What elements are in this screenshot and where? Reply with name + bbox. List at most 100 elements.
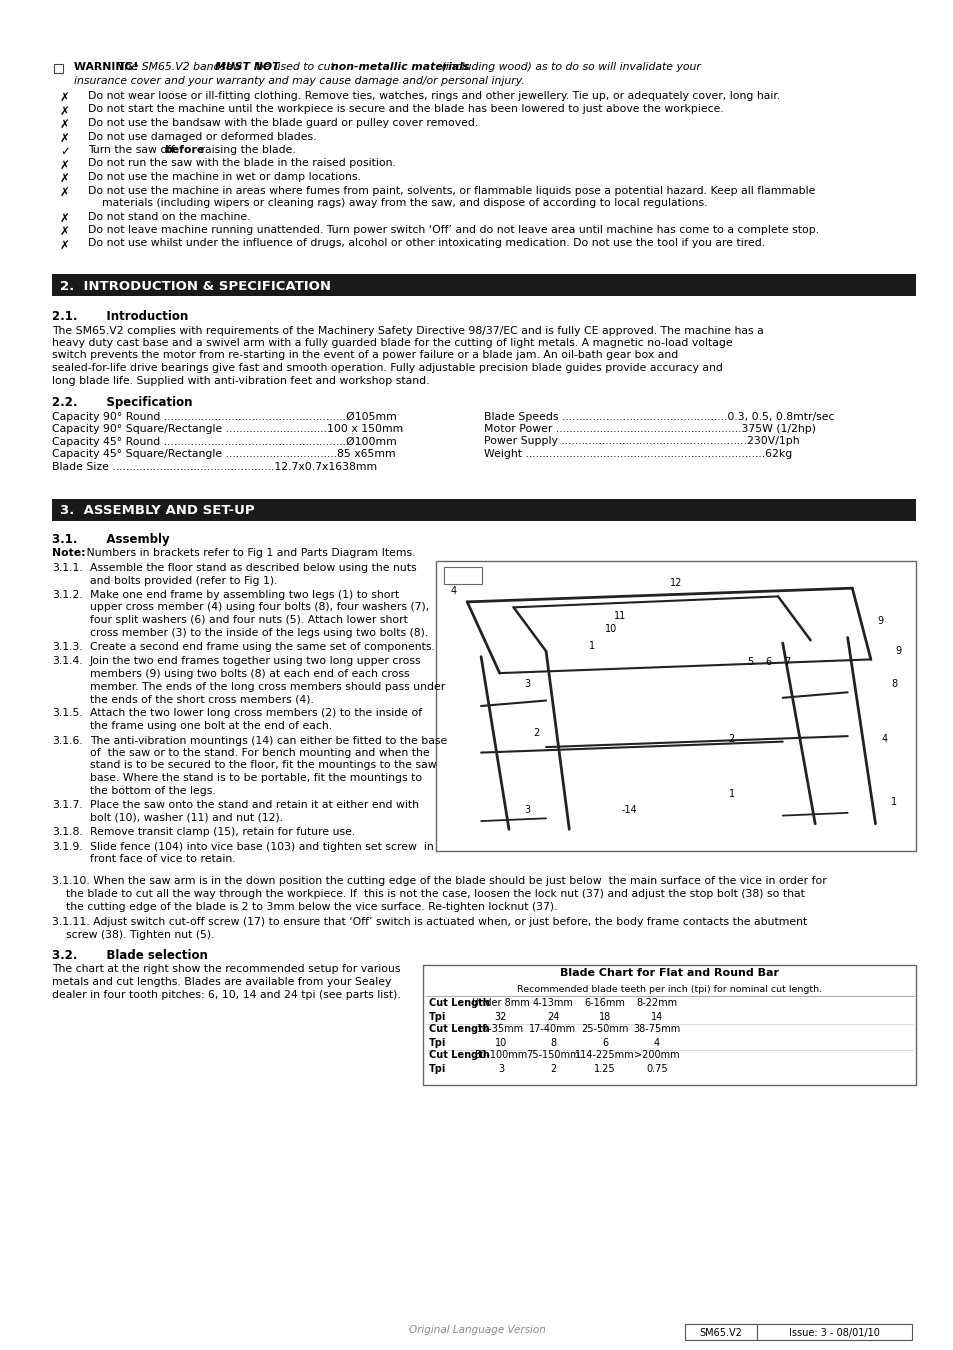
- Text: 1.25: 1.25: [594, 1064, 616, 1073]
- Text: MUST NOT: MUST NOT: [214, 62, 279, 72]
- Text: 3.1.8.: 3.1.8.: [52, 828, 83, 837]
- FancyBboxPatch shape: [436, 562, 915, 850]
- Text: 3.1.9.: 3.1.9.: [52, 841, 83, 852]
- Text: Attach the two lower long cross members (2) to the inside of: Attach the two lower long cross members …: [90, 709, 421, 718]
- Text: ✗: ✗: [60, 171, 70, 185]
- Text: 75-150mm: 75-150mm: [526, 1050, 579, 1061]
- Text: 1: 1: [728, 788, 734, 799]
- Text: 8-22mm: 8-22mm: [636, 999, 677, 1008]
- Text: raising the blade.: raising the blade.: [197, 144, 296, 155]
- Text: Capacity 45° Round ......................................................Ø100mm: Capacity 45° Round .....................…: [52, 436, 396, 447]
- Text: Numbers in brackets refer to Fig 1 and Parts Diagram Items.: Numbers in brackets refer to Fig 1 and P…: [83, 548, 416, 558]
- Text: 2: 2: [533, 729, 539, 738]
- Text: 0.75: 0.75: [645, 1064, 667, 1073]
- Text: Blade Chart for Flat and Round Bar: Blade Chart for Flat and Round Bar: [559, 968, 779, 979]
- Text: ✗: ✗: [60, 212, 70, 224]
- Text: Cut Length: Cut Length: [429, 1025, 489, 1034]
- Text: 1: 1: [589, 641, 595, 651]
- Text: 3.1.1.: 3.1.1.: [52, 563, 83, 572]
- Text: ✗: ✗: [60, 239, 70, 251]
- Text: WARNING!: WARNING!: [74, 62, 142, 72]
- Text: Assemble the floor stand as described below using the nuts: Assemble the floor stand as described be…: [90, 563, 416, 572]
- Text: bolt (10), washer (11) and nut (12).: bolt (10), washer (11) and nut (12).: [90, 813, 283, 822]
- Text: 5: 5: [746, 657, 753, 667]
- Text: Original Language Version: Original Language Version: [408, 1324, 545, 1335]
- Text: 4: 4: [450, 586, 456, 595]
- Text: 10: 10: [495, 1038, 507, 1048]
- Text: 7: 7: [783, 657, 790, 667]
- Text: Do not run the saw with the blade in the raised position.: Do not run the saw with the blade in the…: [88, 158, 395, 169]
- Text: 6: 6: [765, 657, 771, 667]
- Text: Tpi: Tpi: [429, 1038, 446, 1048]
- Text: Slide fence (104) into vice base (103) and tighten set screw  in: Slide fence (104) into vice base (103) a…: [90, 841, 434, 852]
- Text: 38-75mm: 38-75mm: [633, 1025, 679, 1034]
- Text: the cutting edge of the blade is 2 to 3mm below the vice surface. Re-tighten loc: the cutting edge of the blade is 2 to 3m…: [52, 902, 557, 911]
- Text: 2.  INTRODUCTION & SPECIFICATION: 2. INTRODUCTION & SPECIFICATION: [60, 279, 331, 293]
- Text: Power Supply .......................................................230V/1ph: Power Supply ...........................…: [483, 436, 799, 447]
- Text: 6-16mm: 6-16mm: [584, 999, 625, 1008]
- Text: be used to cut: be used to cut: [253, 62, 338, 72]
- Text: 24: 24: [546, 1011, 558, 1022]
- Text: switch prevents the motor from re-starting in the event of a power failure or a : switch prevents the motor from re-starti…: [52, 351, 678, 360]
- Text: Weight .......................................................................62: Weight .................................…: [483, 450, 791, 459]
- Text: Do not use damaged or deformed blades.: Do not use damaged or deformed blades.: [88, 131, 316, 142]
- Text: dealer in four tooth pitches: 6, 10, 14 and 24 tpi (see parts list).: dealer in four tooth pitches: 6, 10, 14 …: [52, 990, 400, 999]
- Text: the ends of the short cross members (4).: the ends of the short cross members (4).: [90, 694, 314, 703]
- FancyBboxPatch shape: [757, 1324, 911, 1341]
- Text: Make one end frame by assembling two legs (1) to short: Make one end frame by assembling two leg…: [90, 590, 399, 599]
- Text: ✓: ✓: [60, 144, 70, 158]
- Text: 12: 12: [669, 578, 681, 587]
- Text: The SM65.V2 complies with requirements of the Machinery Safety Directive 98/37/E: The SM65.V2 complies with requirements o…: [52, 325, 763, 336]
- Text: 14: 14: [650, 1011, 662, 1022]
- Text: ✗: ✗: [60, 158, 70, 171]
- Text: 6: 6: [601, 1038, 607, 1048]
- Text: 114-225mm: 114-225mm: [575, 1050, 634, 1061]
- Text: SM65.V2: SM65.V2: [699, 1328, 741, 1338]
- Text: 17-40mm: 17-40mm: [529, 1025, 576, 1034]
- Text: 2.1.       Introduction: 2.1. Introduction: [52, 310, 188, 323]
- Text: >200mm: >200mm: [634, 1050, 679, 1061]
- Text: Capacity 90° Round ......................................................Ø105mm: Capacity 90° Round .....................…: [52, 412, 396, 421]
- Text: 3.1.3.: 3.1.3.: [52, 643, 83, 652]
- Text: 3.1.6.: 3.1.6.: [52, 736, 83, 745]
- Text: Do not start the machine until the workpiece is secure and the blade has been lo: Do not start the machine until the workp…: [88, 104, 723, 115]
- Text: the frame using one bolt at the end of each.: the frame using one bolt at the end of e…: [90, 721, 332, 730]
- Text: Cut Length: Cut Length: [429, 999, 489, 1008]
- Text: Do not stand on the machine.: Do not stand on the machine.: [88, 212, 251, 221]
- Text: 3: 3: [524, 679, 530, 688]
- Text: ✗: ✗: [60, 90, 70, 104]
- Text: 3.1.5.: 3.1.5.: [52, 709, 83, 718]
- Text: Capacity 45° Square/Rectangle .................................85 x65mm: Capacity 45° Square/Rectangle ..........…: [52, 450, 395, 459]
- Text: 18: 18: [598, 1011, 611, 1022]
- Text: Do not use the bandsaw with the blade guard or pulley cover removed.: Do not use the bandsaw with the blade gu…: [88, 117, 477, 128]
- Text: materials (including wipers or cleaning rags) away from the saw, and dispose of : materials (including wipers or cleaning …: [88, 198, 707, 208]
- Text: 3.1.2.: 3.1.2.: [52, 590, 83, 599]
- Text: ✗: ✗: [60, 225, 70, 238]
- Text: 10-35mm: 10-35mm: [476, 1025, 524, 1034]
- Text: Note:: Note:: [52, 548, 90, 558]
- Text: metals and cut lengths. Blades are available from your Sealey: metals and cut lengths. Blades are avail…: [52, 977, 391, 987]
- Text: 50-100mm: 50-100mm: [474, 1050, 527, 1061]
- Text: cross member (3) to the inside of the legs using two bolts (8).: cross member (3) to the inside of the le…: [90, 628, 428, 637]
- Text: Tpi: Tpi: [429, 1011, 446, 1022]
- Text: 4-13mm: 4-13mm: [532, 999, 573, 1008]
- Text: The anti-vibration mountings (14) can either be fitted to the base: The anti-vibration mountings (14) can ei…: [90, 736, 447, 745]
- Text: upper cross member (4) using four bolts (8), four washers (7),: upper cross member (4) using four bolts …: [90, 602, 429, 613]
- Text: Place the saw onto the stand and retain it at either end with: Place the saw onto the stand and retain …: [90, 801, 418, 810]
- Text: four split washers (6) and four nuts (5). Attach lower short: four split washers (6) and four nuts (5)…: [90, 616, 408, 625]
- Text: screw (38). Tighten nut (5).: screw (38). Tighten nut (5).: [52, 930, 214, 940]
- Text: the bottom of the legs.: the bottom of the legs.: [90, 786, 215, 795]
- Text: Create a second end frame using the same set of components.: Create a second end frame using the same…: [90, 643, 435, 652]
- Text: 9: 9: [895, 647, 901, 656]
- FancyBboxPatch shape: [684, 1324, 757, 1341]
- Text: 25-50mm: 25-50mm: [580, 1025, 628, 1034]
- Text: 3.1.7.: 3.1.7.: [52, 801, 83, 810]
- Text: 4: 4: [653, 1038, 659, 1048]
- FancyBboxPatch shape: [422, 964, 915, 1084]
- Text: Tpi: Tpi: [429, 1064, 446, 1073]
- Text: -14: -14: [621, 805, 637, 815]
- Text: the blade to cut all the way through the workpiece. If  this is not the case, lo: the blade to cut all the way through the…: [52, 890, 804, 899]
- Text: The chart at the right show the recommended setup for various: The chart at the right show the recommen…: [52, 964, 400, 975]
- Text: member. The ends of the long cross members should pass under: member. The ends of the long cross membe…: [90, 682, 445, 691]
- Text: of  the saw or to the stand. For bench mounting and when the: of the saw or to the stand. For bench mo…: [90, 748, 429, 757]
